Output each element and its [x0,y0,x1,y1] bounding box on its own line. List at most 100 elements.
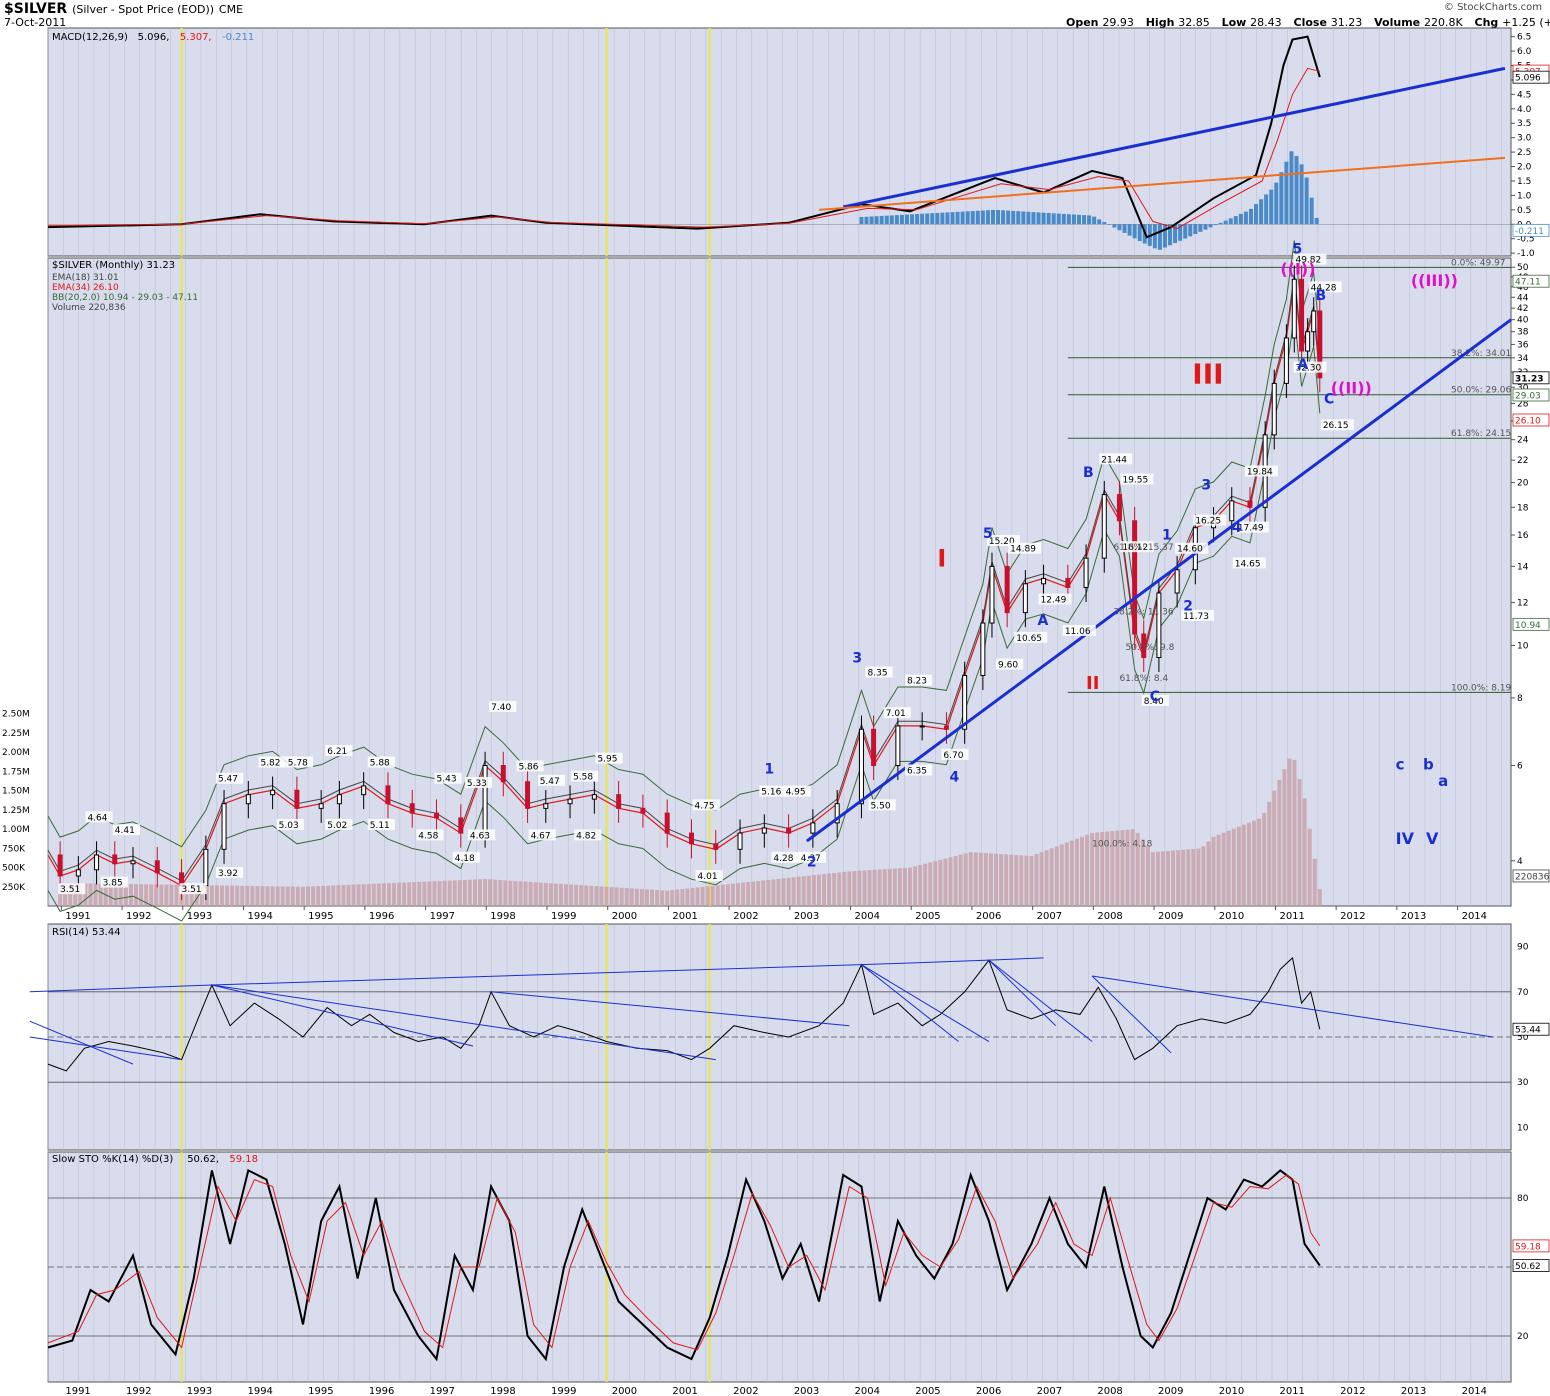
volume-bar [862,870,867,906]
volume-bar [1246,822,1251,906]
price-label-box [759,785,787,797]
panel-price [47,257,1512,907]
volume-bar [1171,850,1176,906]
rsi-trendline [491,991,850,1027]
fib-overlay-label: 50.0%: 9.8 [1126,643,1175,653]
macd-histogram-bar [1107,224,1112,225]
sto-x-tick: 2009 [1158,1386,1183,1396]
candle-body [94,854,100,871]
price-y-tick: 4 [1517,857,1523,867]
volume-y-tick: 750K [2,844,26,854]
macd-histogram-bar [1309,197,1314,225]
price-label: 5.88 [370,759,390,769]
candle-body [543,803,549,809]
macd-histogram-bar [1289,151,1294,225]
macd-histogram-bar [1294,155,1299,225]
macd-histogram-bar [864,216,869,225]
volume-bar [159,884,164,906]
value-tag-box [1512,1022,1550,1036]
wave-label: A [1037,613,1048,629]
volume-bar [933,861,938,906]
volume-bar [594,886,599,906]
volume-y-tick: 1.25M [2,806,30,816]
volume-bar [973,852,978,906]
sto-x-tick: 1992 [126,1386,151,1396]
volume-bar [1282,769,1287,906]
volume-bar [1150,852,1155,906]
volume-bar [786,877,791,906]
volume-bar [311,886,316,906]
price-x-tick: 2006 [976,911,1001,922]
wave-label: 1 [764,761,774,777]
volume-bar [837,872,842,906]
volume-bar [1272,790,1277,906]
volume-bar [1277,779,1282,906]
volume-bar [381,883,386,906]
price-label: 5.78 [288,759,308,769]
volume-bar [558,883,563,906]
candle-body [713,843,719,850]
rsi-y-tick: 90 [1517,943,1529,953]
price-label: 14.60 [1177,545,1203,555]
macd-histogram-bar [1203,224,1208,230]
volume-y-tick: 2.50M [2,710,30,720]
macd-histogram-bar [879,215,884,225]
volume-bar [1252,820,1257,906]
volume-bar [1160,851,1165,906]
rsi-trendline [29,1020,134,1065]
volume-bar [235,885,240,906]
macd-histogram-bar [1168,224,1173,246]
candle-body [57,854,63,877]
volume-bar [599,886,604,906]
volume-bar [1085,834,1090,906]
candle-body [500,765,506,783]
price-label: 8.40 [1144,697,1164,707]
sto-x-tick: 2005 [915,1386,940,1396]
macd-histogram-bar [1036,212,1041,225]
volume-bar [386,883,391,906]
price-label: 5.50 [871,801,891,811]
volume-bar [265,886,270,906]
price-label: 4.75 [695,801,715,811]
value-tag-box [1512,388,1550,402]
volume-bar [356,884,361,906]
price-label: 5.03 [279,821,299,831]
volume-bar [478,879,483,906]
macd-histogram-bar [1127,224,1132,236]
candle-body [688,832,694,845]
price-label-box [1193,514,1227,526]
legend-item: BB(20,2.0) 10.94 - 29.03 - 47.11 [52,293,198,303]
price-label: 3.92 [218,869,238,879]
sto-y-tick: 20 [1517,1332,1529,1342]
legend-item: -0.211 [222,32,254,43]
volume-bar [108,883,113,906]
candle-body [761,827,767,834]
price-label: 4.82 [576,831,596,841]
volume-bar [624,888,629,906]
fib-label: 100.0%: 8.19 [1451,683,1512,693]
wave-label: III [1192,357,1223,390]
volume-bar [736,883,741,906]
volume-bar [83,883,88,906]
candle-body [1065,577,1071,588]
rsi-line [47,956,1321,1072]
volume-y-tick: 250K [2,883,26,893]
volume-bar [245,885,250,906]
volume-bar [660,890,665,906]
price-label: 5.95 [597,755,617,765]
price-x-tick: 2008 [1097,911,1122,922]
price-label-box [464,776,493,788]
price-label-box [1175,542,1209,554]
price-label: 5.82 [260,759,280,769]
wave-label: ((I)) [1280,259,1315,278]
volume-bar [407,882,412,906]
price-trendline [805,318,1512,843]
macd-histogram-bar [1162,224,1167,248]
price-label: 16.25 [1195,517,1221,527]
volume-bar [1166,850,1171,906]
macd-histogram-bar [945,212,950,225]
volume-bar [963,853,968,906]
volume-bar [1181,849,1186,906]
price-label-box [1308,281,1342,293]
fib-label: 0.0%: 49.97 [1451,258,1506,268]
